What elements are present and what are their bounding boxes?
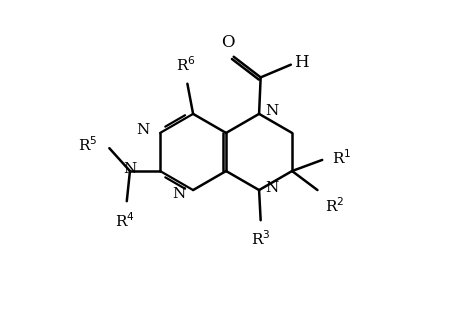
Text: R$^{3}$: R$^{3}$ (251, 230, 270, 248)
Text: N: N (265, 182, 279, 195)
Text: R$^{5}$: R$^{5}$ (78, 135, 97, 154)
Text: N: N (123, 162, 136, 176)
Text: N: N (172, 187, 185, 201)
Text: N: N (265, 104, 278, 118)
Text: R$^{2}$: R$^{2}$ (326, 196, 345, 215)
Text: R$^{1}$: R$^{1}$ (332, 148, 352, 167)
Text: N: N (136, 123, 150, 137)
Text: O: O (221, 34, 235, 51)
Text: H: H (294, 54, 308, 71)
Text: R$^{6}$: R$^{6}$ (176, 56, 196, 74)
Text: R$^{4}$: R$^{4}$ (115, 211, 135, 230)
